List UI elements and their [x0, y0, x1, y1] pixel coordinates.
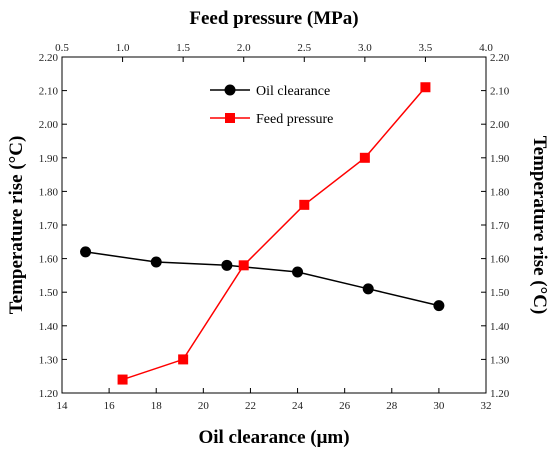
- legend: Oil clearance Feed pressure: [210, 84, 333, 127]
- oil-clearance-point: [433, 300, 445, 312]
- y-left-tick-label: 1.80: [39, 186, 59, 198]
- y-left-tick-label: 1.70: [39, 220, 59, 232]
- x-top-tick-label: 1.5: [176, 42, 190, 54]
- series-layer: [80, 82, 445, 385]
- ticks-layer: 14 16 18 20 22 24 26 28 30 32 0.5 1.0 1.5 2.0 2.5 3.0 3.…: [39, 42, 510, 412]
- y-right-tick-label: 2.00: [490, 119, 510, 131]
- feed-pressure-point: [178, 354, 189, 365]
- legend-oil-clearance-marker: [224, 84, 236, 96]
- legend-oil-clearance-label: Oil clearance: [256, 84, 330, 99]
- y-left-tick-label: 2.20: [39, 52, 59, 64]
- y-left-tick-label: 1.50: [39, 287, 59, 299]
- feed-pressure-line: [122, 86, 426, 381]
- feed-pressure-point: [299, 199, 310, 210]
- oil-clearance-point: [221, 259, 233, 271]
- oil-clearance-point: [80, 246, 92, 258]
- top-axis-title: Feed pressure (MPa): [189, 8, 358, 29]
- x-bottom-tick-label: 30: [433, 400, 445, 412]
- legend-feed-pressure-marker: [225, 113, 235, 123]
- x-top-tick-label: 0.5: [55, 42, 69, 54]
- y-right-tick-label: 1.30: [490, 354, 510, 366]
- oil-clearance-point: [150, 256, 162, 268]
- y-right-tick-label: 1.20: [490, 388, 510, 400]
- y-left-tick-label: 1.40: [39, 321, 59, 333]
- y-left-tick-label: 1.60: [39, 254, 59, 266]
- left-axis-title: Temperature rise (°C): [6, 136, 27, 315]
- feed-pressure-point: [117, 374, 128, 385]
- x-top-tick-label: 4.0: [479, 42, 493, 54]
- x-top-tick-label: 3.5: [419, 42, 433, 54]
- x-bottom-tick-label: 26: [339, 400, 351, 412]
- x-bottom-tick-label: 22: [245, 400, 256, 412]
- legend-feed-pressure-label: Feed pressure: [256, 112, 333, 127]
- oil-clearance-line: [85, 251, 440, 307]
- y-left-tick-label: 1.20: [39, 388, 59, 400]
- x-top-tick-label: 2.0: [237, 42, 251, 54]
- y-right-tick-label: 2.20: [490, 52, 510, 64]
- y-right-tick-label: 1.90: [490, 153, 510, 165]
- oil-clearance-point: [292, 266, 304, 278]
- right-axis-title: Temperature rise (°C): [529, 136, 550, 315]
- y-right-tick-label: 1.80: [490, 186, 510, 198]
- y-right-tick-label: 1.40: [490, 321, 510, 333]
- x-bottom-tick-label: 20: [198, 400, 210, 412]
- x-bottom-tick-label: 16: [104, 400, 116, 412]
- y-right-tick-label: 2.10: [490, 86, 510, 98]
- y-left-tick-label: 1.30: [39, 354, 59, 366]
- plot-frame: [61, 56, 487, 394]
- x-bottom-tick-label: 14: [57, 400, 69, 412]
- feed-pressure-point: [420, 82, 431, 93]
- y-right-tick-label: 1.70: [490, 220, 510, 232]
- y-left-tick-label: 2.00: [39, 119, 59, 131]
- feed-pressure-point: [238, 260, 249, 271]
- y-right-tick-label: 1.50: [490, 287, 510, 299]
- x-bottom-tick-label: 28: [386, 400, 398, 412]
- x-bottom-tick-label: 18: [151, 400, 163, 412]
- x-bottom-tick-label: 24: [292, 400, 304, 412]
- y-left-tick-label: 1.90: [39, 153, 59, 165]
- x-top-tick-label: 1.0: [116, 42, 130, 54]
- x-top-tick-label: 2.5: [297, 42, 311, 54]
- bottom-axis-title: Oil clearance (μm): [198, 427, 349, 448]
- x-bottom-tick-label: 32: [481, 400, 492, 412]
- oil-clearance-point: [362, 283, 374, 295]
- y-right-tick-label: 1.60: [490, 254, 510, 266]
- x-top-tick-label: 3.0: [358, 42, 372, 54]
- feed-pressure-point: [359, 152, 370, 163]
- y-left-tick-label: 2.10: [39, 86, 59, 98]
